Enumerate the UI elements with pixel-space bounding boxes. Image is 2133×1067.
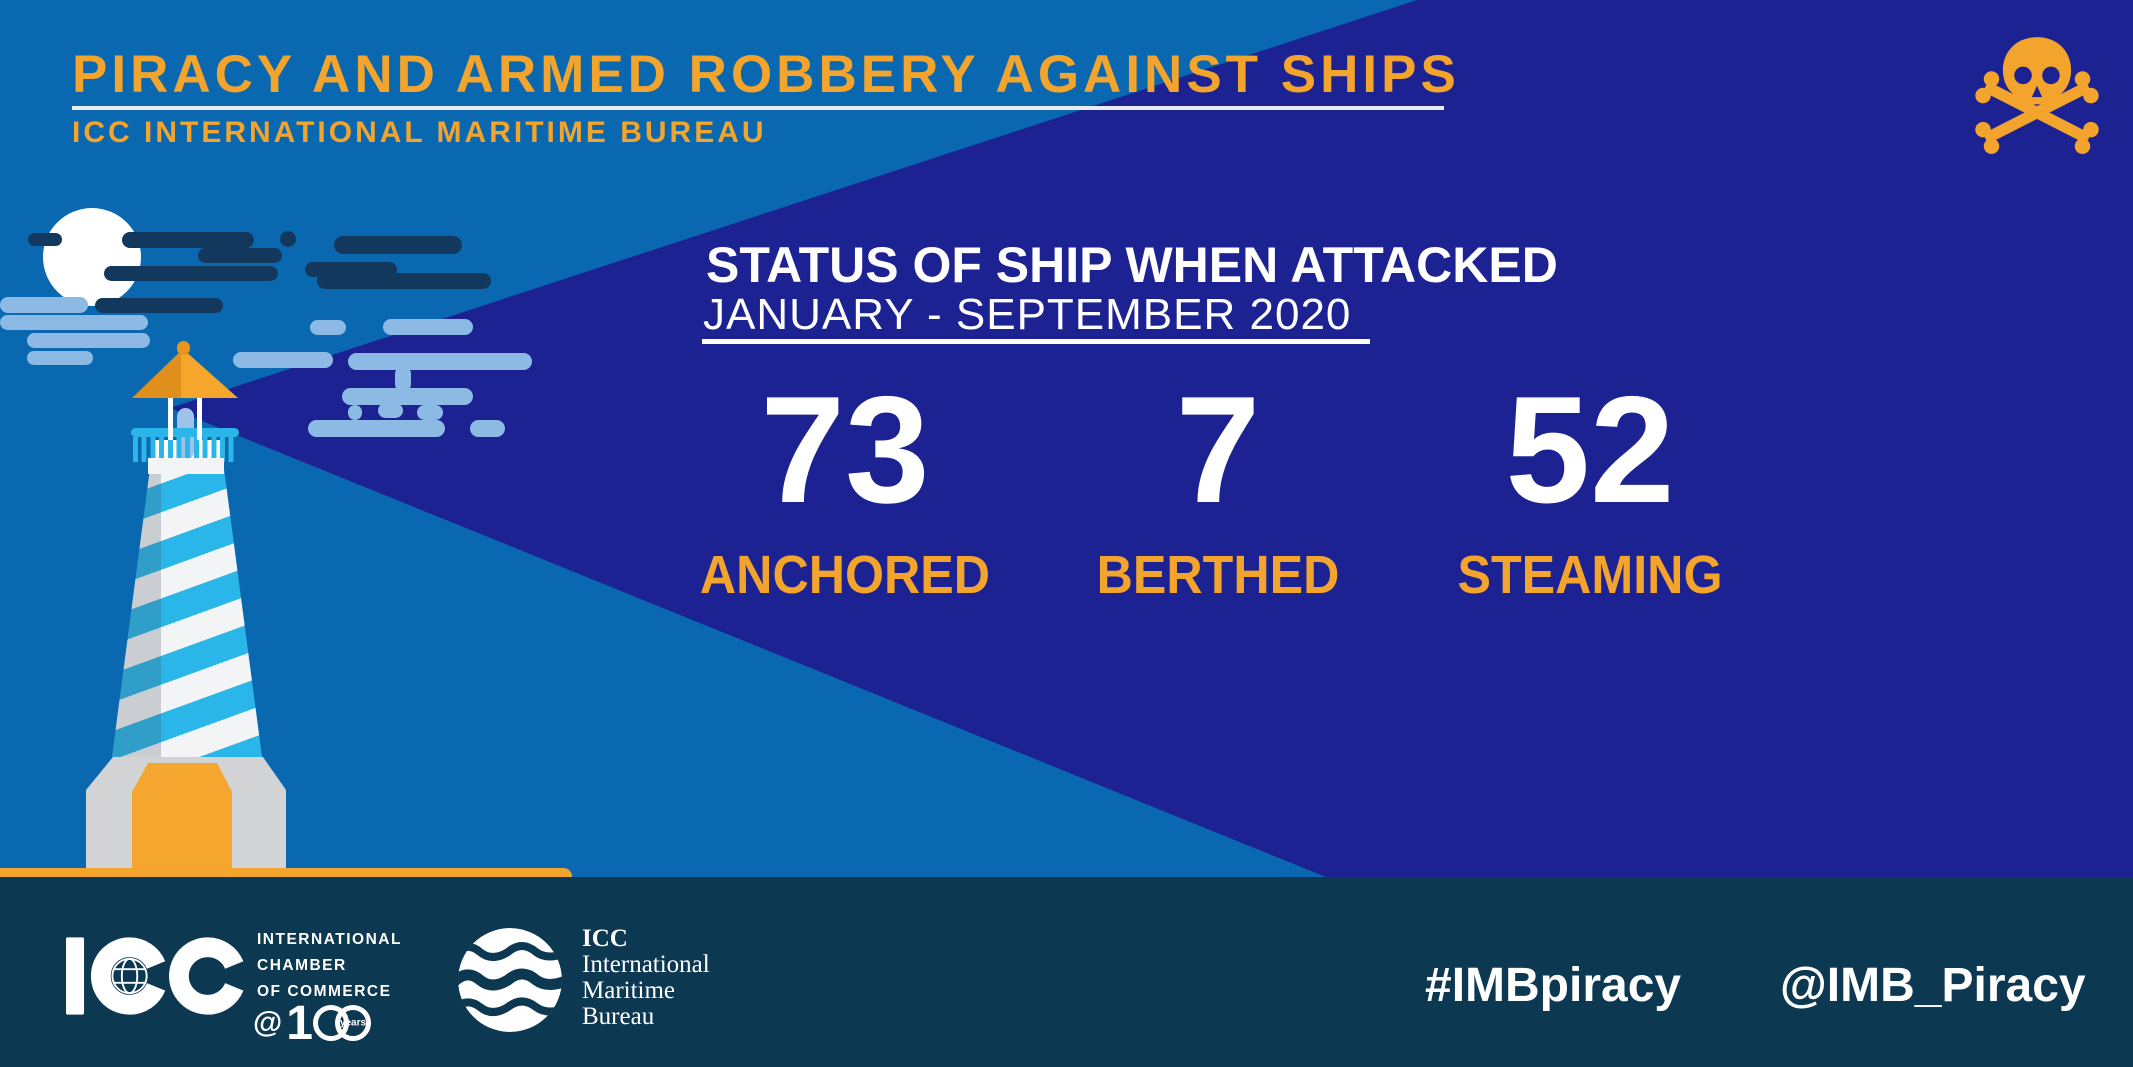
cloud-pill [122, 232, 254, 248]
globe-icon [111, 957, 148, 995]
cloud-pill [27, 333, 150, 348]
lighthouse-roof [132, 349, 238, 398]
cloud-pill [470, 420, 505, 437]
lighthouse-railing-pickets [133, 437, 237, 462]
lighthouse-railing [131, 428, 239, 437]
imb-logo [458, 928, 562, 1032]
stat-label: ANCHORED [699, 545, 991, 605]
cloud-pill [0, 315, 148, 330]
lighthouse-finial [177, 341, 190, 355]
at-sign: @ [253, 1006, 283, 1039]
cloud-pill [317, 273, 491, 289]
cloud-pill [308, 420, 445, 437]
cloud-pill [28, 233, 62, 246]
cloud-pill [95, 298, 223, 313]
moon [43, 208, 141, 306]
stat-steaming: 52 STEAMING [1400, 374, 1780, 606]
cloud-pill [334, 236, 462, 254]
cloud-pill [342, 388, 473, 405]
digit-one: 1 [286, 996, 313, 1050]
imb-line: Maritime [582, 977, 676, 1004]
icc-logo [66, 937, 247, 1015]
cloud-dot [378, 403, 403, 418]
lighthouse-tower-shading [112, 461, 262, 757]
stat-value: 73 [760, 365, 930, 535]
stat-label: STEAMING [1457, 545, 1723, 605]
stat-berthed: 7 BERTHED [1028, 374, 1408, 606]
cloud-pill [348, 405, 362, 420]
imb-line: International [582, 951, 710, 978]
cloud-pill [417, 405, 443, 420]
cloud-pill [104, 266, 278, 281]
cloud-pill [348, 353, 532, 370]
stat-value: 7 [1175, 365, 1261, 535]
lighthouse-door [132, 763, 232, 869]
stat-anchored: 73 ANCHORED [655, 374, 1035, 606]
years-label: years [339, 1017, 367, 1029]
ring-zero-icon: years [334, 1005, 371, 1041]
imb-wordmark: ICC International Maritime Bureau [582, 926, 710, 1030]
cloud-pill [27, 351, 93, 365]
cloud-pill [0, 297, 88, 313]
title-divider [72, 106, 1444, 110]
icc-wordmark: INTERNATIONAL CHAMBER OF COMMERCE [257, 931, 402, 1000]
stats-period: JANUARY - SEPTEMBER 2020 [703, 290, 1352, 339]
cloud-pill [395, 366, 411, 392]
cloud-pill [198, 248, 282, 263]
imb-line: ICC [582, 925, 628, 952]
lighthouse-post [197, 393, 202, 440]
cloud-pill [383, 319, 473, 335]
stats-underline [702, 339, 1370, 344]
lighthouse-post [168, 393, 173, 440]
stats-heading: STATUS OF SHIP WHEN ATTACKED [706, 237, 1558, 293]
twitter-handle: @IMB_Piracy [1780, 959, 2086, 1012]
page-title: PIRACY AND ARMED ROBBERY AGAINST SHIPS [72, 45, 1460, 104]
skull-crossbones-icon [1975, 37, 2099, 154]
imb-line: Bureau [582, 1003, 655, 1030]
cloud-pill [310, 320, 346, 335]
cloud-dot [280, 231, 296, 247]
stat-label: BERTHED [1096, 545, 1340, 605]
hashtag: #IMBpiracy [1425, 959, 1682, 1012]
icc-100-years-mark: @ 1 years [253, 997, 371, 1050]
lighthouse-gallery-floor [148, 458, 224, 474]
cloud-pill [233, 352, 333, 368]
stat-value: 52 [1505, 365, 1675, 535]
page-subtitle: ICC INTERNATIONAL MARITIME BUREAU [72, 116, 767, 149]
